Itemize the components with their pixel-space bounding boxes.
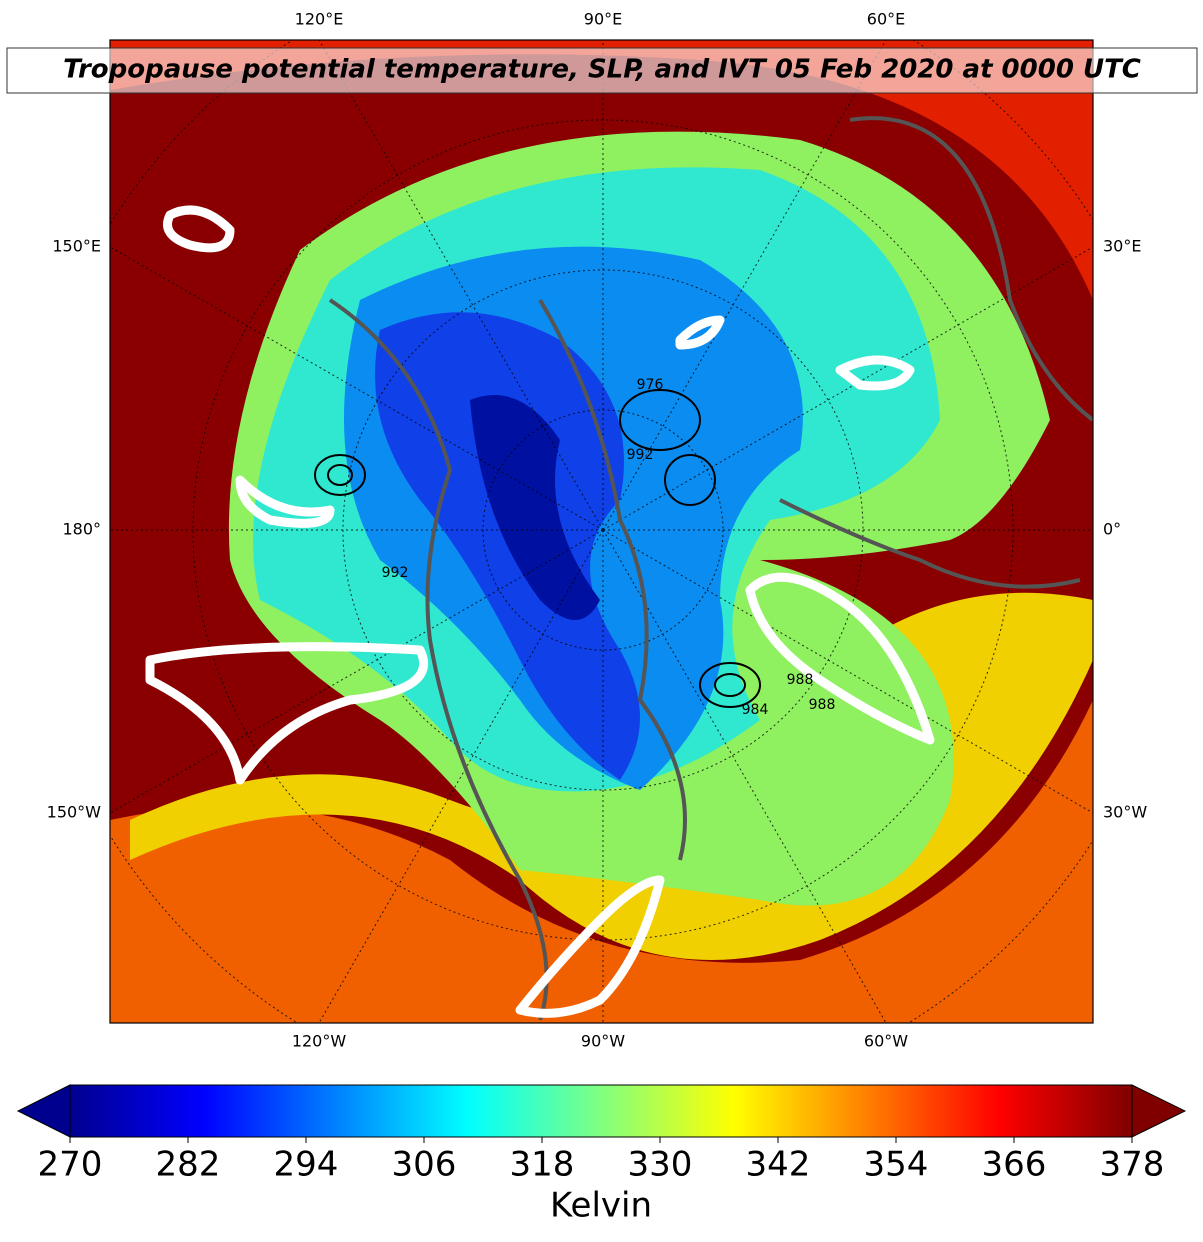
map (110, 40, 1093, 1023)
title: Tropopause potential temperature, SLP, a… (63, 55, 1141, 85)
lon-label: 180° (62, 520, 101, 539)
tick-label: 294 (274, 1145, 339, 1185)
lon-label: 30°E (1103, 237, 1141, 256)
colorbar-extend (1131, 1084, 1187, 1138)
lon-label: 120°E (295, 10, 344, 29)
lon-label: 150°E (52, 237, 101, 256)
tick-label: 330 (628, 1145, 693, 1185)
lon-label: 60°E (867, 10, 905, 29)
contour-label: 976 (637, 377, 664, 393)
colorbar-extend (16, 1084, 71, 1138)
colorbar-label: Kelvin (550, 1186, 652, 1226)
lon-label: 30°W (1103, 803, 1147, 822)
map-frame (109, 39, 1094, 1024)
lon-label: 60°W (864, 1032, 908, 1051)
contour-label: 992 (627, 447, 654, 463)
lon-label: 90°E (584, 10, 622, 29)
lon-label: 0° (1103, 520, 1121, 539)
tick-label: 342 (746, 1145, 811, 1185)
tick-label: 366 (982, 1145, 1047, 1185)
contour-label: 992 (382, 565, 409, 581)
tick-label: 354 (864, 1145, 929, 1185)
colorbar: 270 282 294 306 318 330 342 354 366 378 Kelvin (16, 1084, 1187, 1226)
title-box (6, 47, 1198, 94)
lon-label: 90°W (581, 1032, 625, 1051)
tick-label: 270 (38, 1145, 103, 1185)
tick-label: 282 (156, 1145, 221, 1185)
tick-label: 306 (392, 1145, 457, 1185)
contour-label: 984 (742, 702, 769, 718)
colorbar-bar (69, 1084, 1133, 1138)
lon-label: 120°W (292, 1032, 347, 1051)
tick-label: 318 (510, 1145, 575, 1185)
contour-label: 988 (787, 672, 814, 688)
tick-label: 378 (1100, 1145, 1165, 1185)
lon-label: 150°W (47, 803, 102, 822)
contour-label: 988 (809, 697, 836, 713)
